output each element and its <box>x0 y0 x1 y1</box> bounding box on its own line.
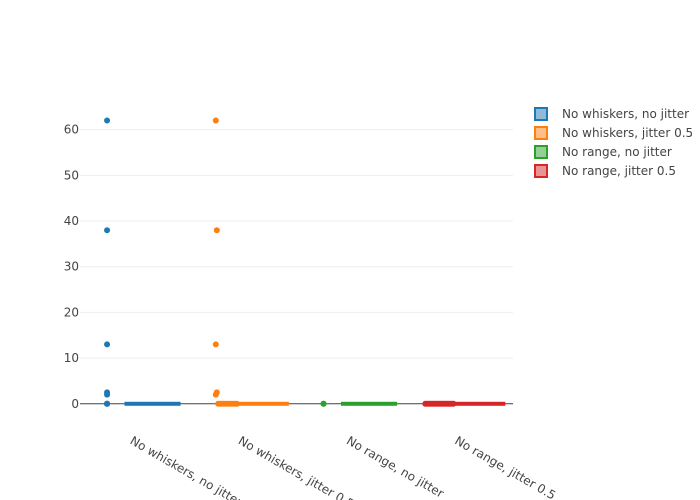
legend-item: No whiskers, no jitter <box>534 107 689 121</box>
data-point <box>104 117 111 124</box>
series-2 <box>320 400 398 407</box>
data-point <box>212 341 219 348</box>
data-point <box>213 227 220 234</box>
y-tick-label: 50 <box>64 168 79 182</box>
data-point <box>212 391 219 398</box>
plot-area <box>104 117 506 407</box>
legend-label: No range, jitter 0.5 <box>562 164 676 178</box>
legend-item: No range, jitter 0.5 <box>534 164 676 178</box>
data-point <box>233 400 240 407</box>
series-3 <box>422 400 506 407</box>
data-point <box>320 400 327 407</box>
y-axis-ticks: 0 10 20 30 40 50 60 <box>64 123 79 411</box>
legend-label: No whiskers, no jitter <box>562 107 689 121</box>
y-tick-label: 60 <box>64 123 79 137</box>
x-tick-label: No range, no jitter <box>344 433 446 500</box>
legend-item: No whiskers, jitter 0.5 <box>534 126 693 140</box>
data-point <box>212 117 219 124</box>
y-tick-label: 0 <box>71 397 79 411</box>
legend: No whiskers, no jitter No whiskers, jitte… <box>534 107 693 178</box>
legend-swatch <box>534 145 548 159</box>
data-point <box>104 227 111 234</box>
data-point <box>104 400 111 407</box>
data-point <box>104 391 111 398</box>
y-tick-label: 20 <box>64 305 79 319</box>
y-tick-label: 40 <box>64 214 79 228</box>
x-tick-label: No whiskers, no jitter <box>128 433 245 500</box>
y-tick-label: 10 <box>64 351 79 365</box>
legend-swatch <box>534 164 548 178</box>
x-tick-label: No whiskers, jitter 0.5 <box>236 433 357 500</box>
legend-label: No whiskers, jitter 0.5 <box>562 126 693 140</box>
legend-item: No range, no jitter <box>534 145 672 159</box>
legend-swatch <box>534 126 548 140</box>
series-0 <box>104 117 181 407</box>
legend-swatch <box>534 107 548 121</box>
legend-label: No range, no jitter <box>562 145 672 159</box>
x-tick-label: No range, jitter 0.5 <box>452 433 558 500</box>
data-point <box>450 400 457 407</box>
y-tick-label: 30 <box>64 260 79 274</box>
gridlines <box>80 129 513 405</box>
series-1 <box>212 117 289 407</box>
data-point <box>104 341 111 348</box>
